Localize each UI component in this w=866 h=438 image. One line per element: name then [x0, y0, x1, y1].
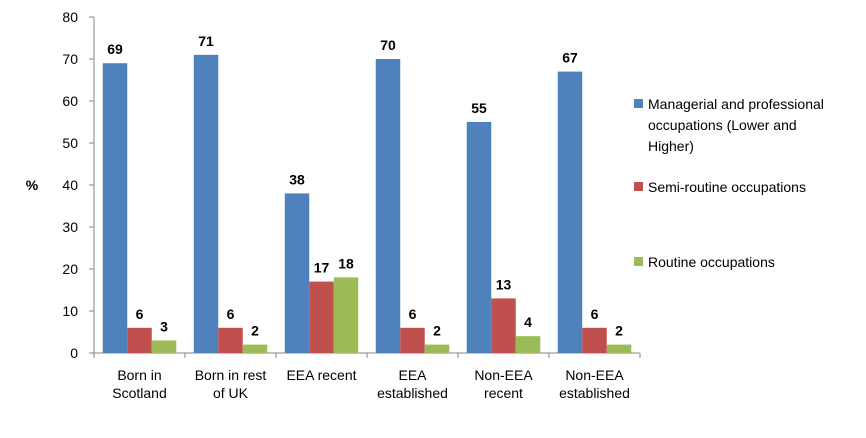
legend-entry-line: Higher): [648, 138, 694, 154]
category-label: Born in rest of UK: [195, 367, 267, 401]
category-label-line: established: [559, 385, 630, 401]
category-label-line: of UK: [213, 385, 249, 401]
legend-swatch: [634, 99, 643, 108]
legend-swatch: [634, 257, 643, 266]
bar-data-label: 71: [198, 33, 214, 49]
bar: [284, 193, 310, 353]
category-label: Born in Scotland: [112, 367, 166, 401]
bar-data-label: 6: [591, 306, 599, 322]
bar: [309, 281, 334, 353]
category-label-line: Non-EEA: [565, 367, 624, 383]
legend-entry-line: occupations (Lower and: [648, 117, 797, 133]
bar: [515, 336, 541, 353]
chart-bars: [102, 54, 632, 354]
legend-entry: Semi-routine occupations: [648, 179, 806, 195]
category-label: EEA recent: [286, 367, 356, 383]
bar: [557, 71, 583, 353]
category-label: Non-EEA recent: [474, 367, 533, 401]
y-tick-label: 80: [62, 9, 78, 25]
category-label-line: EEA recent: [286, 367, 356, 383]
bar: [218, 327, 243, 353]
category-label-line: recent: [484, 385, 523, 401]
legend-swatch: [634, 182, 643, 191]
category-label-line: Born in: [117, 367, 161, 383]
bar: [424, 344, 450, 353]
bar: [582, 327, 607, 353]
category-label-line: Born in rest: [195, 367, 267, 383]
y-tick-label: 10: [62, 303, 78, 319]
y-tick-label: 0: [70, 345, 78, 361]
bar-data-label: 55: [471, 100, 487, 116]
y-tick-label: 30: [62, 219, 78, 235]
bar: [400, 327, 425, 353]
bar: [333, 277, 359, 353]
category-label: EEA established: [377, 367, 448, 401]
bar-data-label: 6: [227, 306, 235, 322]
bar-data-label: 6: [409, 306, 417, 322]
bar-data-label: 70: [380, 37, 396, 53]
y-axis-label: %: [26, 177, 39, 193]
bar: [606, 344, 632, 353]
y-tick-label: 20: [62, 261, 78, 277]
category-label: Non-EEA established: [559, 367, 630, 401]
bar: [466, 122, 492, 353]
category-label-line: Non-EEA: [474, 367, 533, 383]
bar-data-label: 67: [562, 50, 578, 66]
chart-legend: Managerial and professional occupations (…: [634, 96, 824, 270]
chart-axes: 0 10 20 30 40 50 60 70 80%: [26, 9, 641, 361]
bar-data-label: 69: [107, 41, 123, 57]
bar-data-label: 18: [338, 255, 354, 271]
bar-data-label: 38: [289, 171, 305, 187]
category-label-line: established: [377, 385, 448, 401]
legend-entry: Managerial and professional occupations (…: [648, 96, 824, 154]
chart-labels: Born in Scotland Born in rest of UK EEA rece…: [107, 33, 630, 401]
category-label-line: Scotland: [112, 385, 166, 401]
bar: [127, 327, 152, 353]
bar-data-label: 4: [524, 314, 532, 330]
bar-data-label: 3: [160, 318, 168, 334]
bar: [102, 63, 128, 353]
bar: [491, 298, 516, 353]
bar-data-label: 6: [136, 306, 144, 322]
y-tick-label: 60: [62, 93, 78, 109]
legend-entry: Routine occupations: [648, 254, 775, 270]
legend-entry-line: Semi-routine occupations: [648, 179, 806, 195]
bar: [375, 59, 401, 353]
legend-entry-line: Managerial and professional: [648, 96, 824, 112]
bar-data-label: 17: [314, 260, 330, 276]
bar: [151, 340, 177, 353]
bar-data-label: 2: [251, 323, 259, 339]
bar: [193, 54, 219, 354]
bar-data-label: 2: [615, 323, 623, 339]
bar-data-label: 13: [496, 276, 512, 292]
y-tick-label: 50: [62, 135, 78, 151]
bar: [242, 344, 268, 353]
y-tick-label: 70: [62, 51, 78, 67]
legend-entry-line: Routine occupations: [648, 254, 775, 270]
bar-data-label: 2: [433, 323, 441, 339]
y-tick-label: 40: [62, 177, 78, 193]
category-label-line: EEA: [398, 367, 427, 383]
